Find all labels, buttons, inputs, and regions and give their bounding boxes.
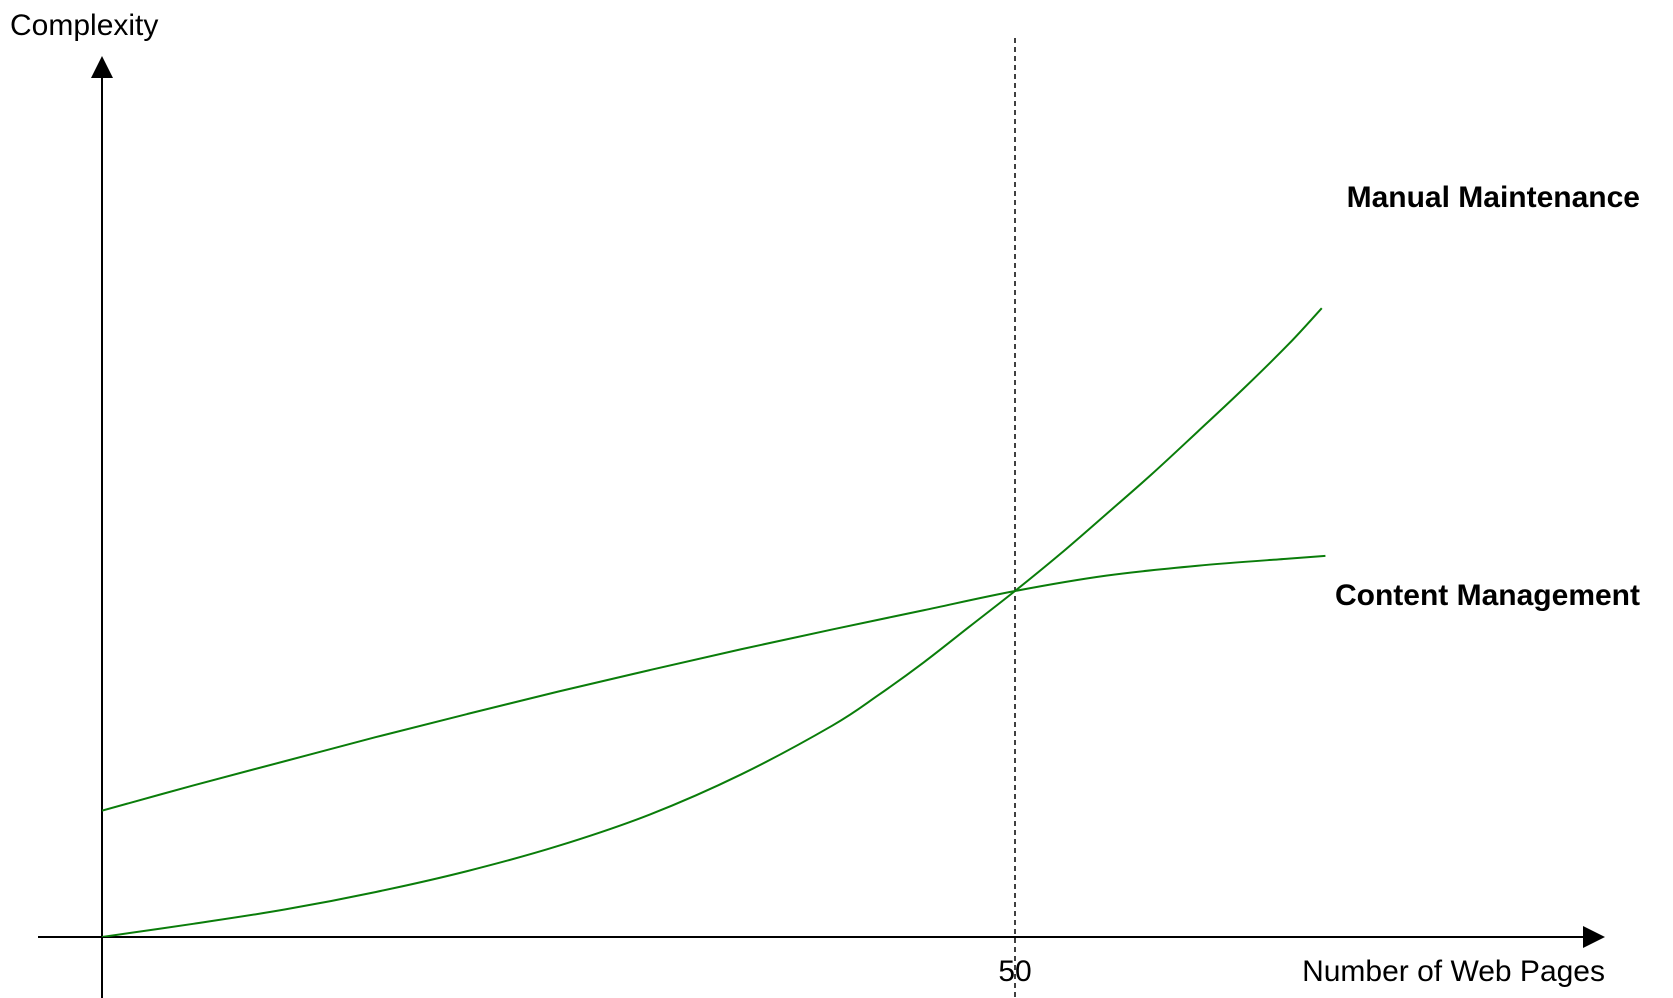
- series-line-content-management: [102, 554, 1326, 812]
- series-layer: [102, 307, 1326, 937]
- x-axis-arrowhead-icon: [1583, 926, 1605, 948]
- y-axis-label: Complexity: [10, 9, 158, 42]
- x-axis-label: Number of Web Pages: [1302, 955, 1605, 988]
- series-labels: Manual Maintenance Content Management: [1335, 181, 1640, 612]
- x-tick-labels: 50: [998, 955, 1031, 988]
- x-tick-label: 50: [998, 955, 1031, 988]
- chart-labels: Complexity Number of Web Pages: [10, 9, 1605, 988]
- series-label-manual-maintenance: Manual Maintenance: [1347, 181, 1640, 214]
- y-axis-arrowhead-icon: [91, 56, 113, 78]
- series-label-content-management: Content Management: [1335, 579, 1640, 612]
- axes: [38, 56, 1605, 998]
- series-line-manual-maintenance: [102, 307, 1323, 937]
